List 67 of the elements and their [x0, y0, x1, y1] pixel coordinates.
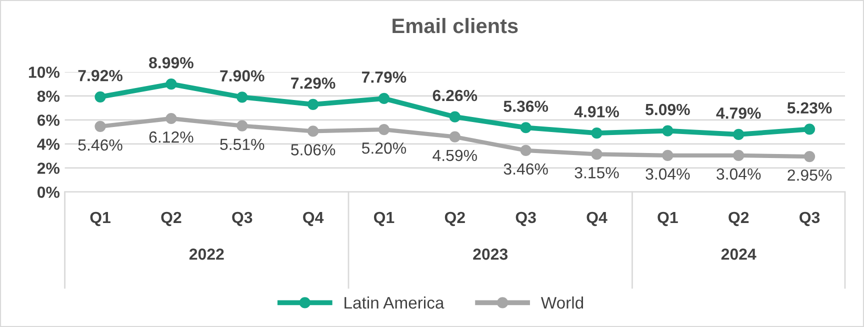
text: 2023	[473, 248, 508, 260]
point	[307, 126, 319, 137]
point	[449, 111, 460, 122]
point	[236, 92, 248, 103]
data-label: 6.12%	[149, 131, 194, 143]
data-label: 5.06%	[291, 144, 336, 156]
point	[94, 120, 106, 132]
y-tick-label: 6%	[37, 114, 60, 126]
point	[591, 148, 602, 160]
point	[733, 128, 744, 140]
x-tick-label: Q1	[658, 212, 678, 226]
point	[378, 92, 390, 104]
data-label: 7.90%	[220, 70, 264, 82]
data-label: 5.46%	[78, 139, 122, 151]
point	[94, 91, 106, 102]
legend-label: World	[540, 296, 584, 309]
data-label: 3.04%	[716, 168, 761, 180]
x-tick-label: Q4	[303, 212, 324, 226]
x-tick-label: Q3	[516, 212, 536, 226]
data-label: 5.36%	[504, 100, 548, 112]
data-label: 3.46%	[504, 163, 548, 175]
x-tick-label: Q4	[586, 212, 608, 226]
point	[449, 131, 460, 142]
point	[804, 124, 816, 135]
point	[236, 120, 248, 132]
point	[307, 98, 319, 110]
point	[166, 78, 177, 90]
x-tick-label: Q3	[232, 212, 252, 226]
data-label: 5.51%	[220, 138, 264, 150]
data-label: 4.59%	[432, 150, 477, 162]
point	[662, 125, 674, 136]
chart-title: Email clients	[392, 18, 518, 34]
data-label: 2.95%	[788, 169, 832, 181]
y-tick-label: 8%	[37, 90, 60, 102]
data-label: 3.04%	[646, 168, 690, 180]
x-tick-label: Q2	[728, 212, 749, 226]
text: 2024	[721, 248, 756, 260]
y-tick-label: 4%	[37, 138, 60, 150]
x-tick-label: Q1	[90, 212, 110, 226]
data-label: 5.23%	[787, 102, 832, 114]
data-label: 4.91%	[574, 106, 619, 118]
y-tick-label: 2%	[37, 162, 60, 174]
point	[591, 127, 602, 139]
x-tick-label: Q2	[161, 212, 182, 226]
y-tick-label: 10%	[28, 66, 60, 78]
point	[378, 124, 390, 136]
x-tick-label: Q3	[800, 212, 820, 226]
data-label: 4.79%	[716, 107, 761, 119]
data-label: 7.79%	[362, 71, 406, 83]
point	[166, 112, 177, 124]
point	[733, 150, 744, 162]
data-label: 8.99%	[149, 57, 194, 68]
data-label: 6.26%	[432, 90, 478, 102]
text: 2022	[189, 248, 224, 260]
point	[804, 150, 816, 162]
data-label: 7.92%	[78, 70, 122, 82]
y-tick-label: 0%	[37, 186, 60, 198]
data-label: 7.29%	[291, 77, 336, 89]
data-label: 5.09%	[646, 104, 690, 116]
x-tick-label: Q1	[374, 212, 394, 226]
point	[520, 144, 532, 156]
data-label: 3.15%	[574, 167, 619, 178]
legend-label: Latin America	[344, 296, 444, 309]
point	[662, 150, 674, 162]
data-label: 5.20%	[362, 142, 406, 154]
x-tick-label: Q2	[444, 212, 465, 226]
point	[520, 122, 532, 134]
